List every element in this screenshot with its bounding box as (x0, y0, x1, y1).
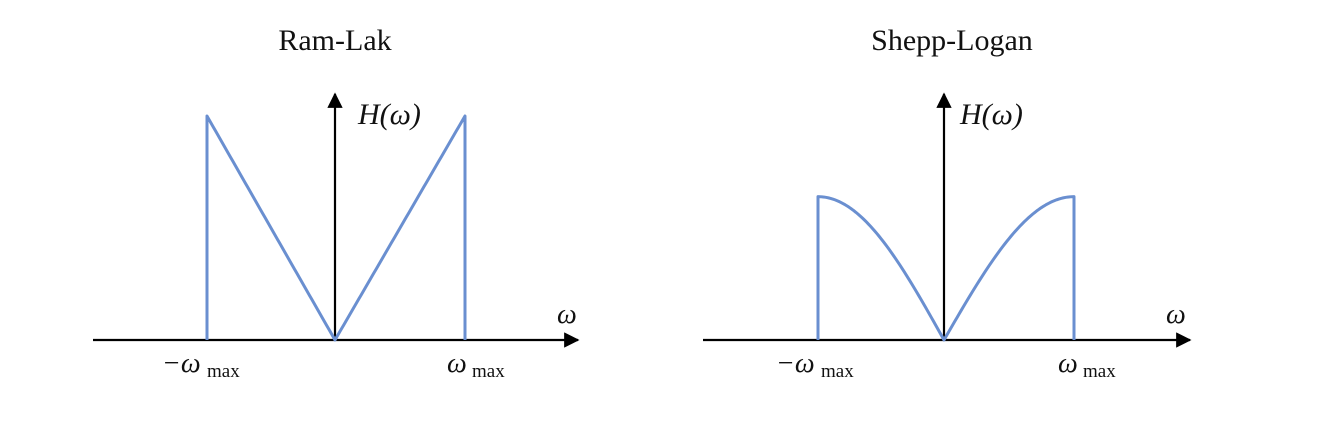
shepp-logan-tick-neg-sub: max (821, 361, 854, 382)
ram-lak-tick-pos-label: ω (447, 348, 467, 379)
ram-lak-tick-pos-sub: max (472, 361, 505, 382)
ram-lak-tick-pos-wmax: ω max (447, 348, 505, 382)
ram-lak-title: Ram-Lak (278, 24, 391, 57)
shepp-logan-tick-pos-wmax: ω max (1058, 348, 1116, 382)
ram-lak-response-curve (205, 114, 467, 342)
ram-lak-tick-neg-wmax: −ω max (162, 348, 240, 382)
shepp-logan-response-curve (816, 195, 1076, 342)
shepp-logan-y-label: H(ω) (959, 98, 1023, 131)
ram-lak-tick-neg-label: −ω (162, 348, 201, 379)
shepp-logan-x-label: ω (1166, 299, 1186, 330)
ram-lak-tick-neg-sub: max (207, 361, 240, 382)
shepp-logan-tick-pos-sub: max (1083, 361, 1116, 382)
shepp-logan-tick-neg-wmax: −ω max (776, 348, 854, 382)
shepp-logan-title: Shepp-Logan (871, 24, 1033, 57)
shepp-logan-tick-neg-label: −ω (776, 348, 815, 379)
shepp-logan-panel: Shepp-Logan H(ω) ω −ω max ω max (703, 24, 1192, 382)
ram-lak-y-label: H(ω) (357, 98, 421, 131)
ram-lak-panel: Ram-Lak H(ω) ω −ω max ω max (93, 24, 580, 382)
shepp-logan-tick-pos-label: ω (1058, 348, 1078, 379)
ram-lak-x-label: ω (557, 299, 577, 330)
